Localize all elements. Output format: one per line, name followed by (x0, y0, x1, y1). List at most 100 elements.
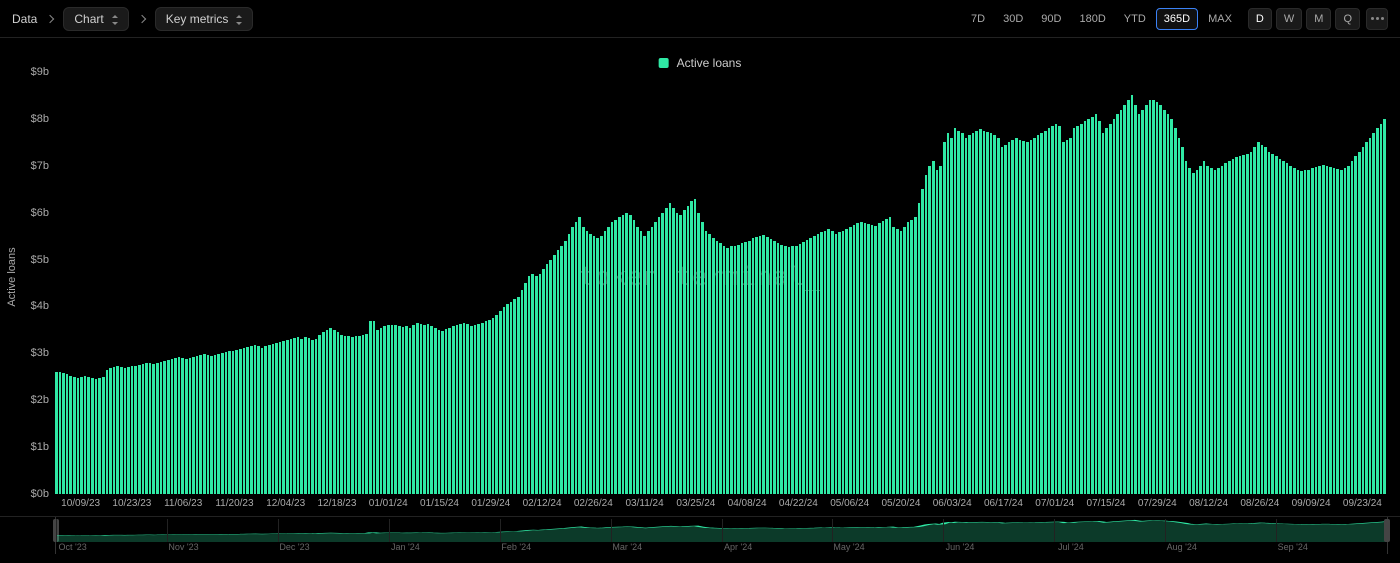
bar[interactable] (979, 129, 982, 494)
bar[interactable] (282, 341, 285, 494)
bar[interactable] (434, 328, 437, 494)
bar[interactable] (488, 320, 491, 494)
bar[interactable] (791, 246, 794, 494)
bar[interactable] (365, 334, 368, 494)
bar[interactable] (939, 166, 942, 494)
bar[interactable] (1141, 110, 1144, 494)
bar[interactable] (1185, 161, 1188, 494)
bar[interactable] (203, 354, 206, 494)
bar[interactable] (1253, 147, 1256, 494)
bar[interactable] (1329, 167, 1332, 494)
bar[interactable] (116, 366, 119, 494)
bar[interactable] (957, 131, 960, 494)
bar[interactable] (896, 229, 899, 494)
bar[interactable] (524, 283, 527, 494)
bar[interactable] (1011, 140, 1014, 494)
legend[interactable]: Active loans (659, 56, 742, 70)
bar[interactable] (546, 264, 549, 494)
bar[interactable] (1163, 110, 1166, 494)
bar[interactable] (943, 142, 946, 494)
bar[interactable] (864, 223, 867, 494)
bar[interactable] (1282, 161, 1285, 494)
bar[interactable] (1264, 147, 1267, 494)
bar[interactable] (495, 315, 498, 494)
bar[interactable] (1062, 142, 1065, 494)
bar[interactable] (98, 378, 101, 494)
bar[interactable] (452, 326, 455, 494)
bar[interactable] (1232, 159, 1235, 494)
bar[interactable] (593, 236, 596, 494)
bar[interactable] (308, 338, 311, 494)
bar[interactable] (1095, 114, 1098, 494)
bar[interactable] (568, 234, 571, 494)
interval-btn-d[interactable]: D (1248, 8, 1272, 30)
bar[interactable] (1181, 147, 1184, 494)
bar[interactable] (910, 220, 913, 494)
bar[interactable] (1120, 110, 1123, 494)
bar[interactable] (766, 237, 769, 494)
bar[interactable] (492, 318, 495, 494)
bar[interactable] (1159, 105, 1162, 494)
bar[interactable] (604, 231, 607, 494)
range-btn-max[interactable]: MAX (1200, 8, 1240, 30)
bar[interactable] (1214, 170, 1217, 494)
bar[interactable] (741, 243, 744, 494)
bar[interactable] (1051, 126, 1054, 494)
bar[interactable] (557, 250, 560, 494)
bar[interactable] (1138, 114, 1141, 494)
bar[interactable] (485, 321, 488, 494)
bar[interactable] (470, 326, 473, 494)
bar[interactable] (820, 232, 823, 494)
interval-btn-w[interactable]: W (1276, 8, 1302, 30)
bar[interactable] (1210, 168, 1213, 494)
bar[interactable] (322, 332, 325, 494)
bar[interactable] (87, 377, 90, 494)
bar[interactable] (716, 241, 719, 494)
bar[interactable] (311, 340, 314, 494)
bar[interactable] (1123, 105, 1126, 494)
bar[interactable] (889, 217, 892, 494)
bar[interactable] (1105, 128, 1108, 494)
bar[interactable] (845, 229, 848, 494)
bar[interactable] (799, 244, 802, 494)
bar[interactable] (1098, 121, 1101, 494)
bar[interactable] (445, 329, 448, 494)
bar[interactable] (780, 245, 783, 494)
bar[interactable] (1261, 145, 1264, 494)
bar[interactable] (564, 241, 567, 494)
bar[interactable] (788, 247, 791, 494)
bar[interactable] (1372, 133, 1375, 494)
bar[interactable] (138, 365, 141, 494)
bar[interactable] (1257, 142, 1260, 494)
bar[interactable] (326, 330, 329, 494)
bar[interactable] (723, 246, 726, 495)
bar[interactable] (430, 326, 433, 494)
bar[interactable] (217, 354, 220, 494)
bar[interactable] (69, 376, 72, 494)
bar[interactable] (860, 222, 863, 494)
bar[interactable] (1275, 156, 1278, 494)
bar[interactable] (1055, 124, 1058, 494)
bar[interactable] (463, 323, 466, 494)
bar[interactable] (651, 227, 654, 494)
bar[interactable] (1192, 173, 1195, 494)
bar[interactable] (347, 336, 350, 494)
bar[interactable] (1030, 140, 1033, 494)
bar[interactable] (355, 336, 358, 494)
bar[interactable] (737, 245, 740, 494)
bar[interactable] (1315, 167, 1318, 494)
bar[interactable] (1069, 138, 1072, 494)
bar[interactable] (506, 304, 509, 494)
bar[interactable] (708, 234, 711, 494)
bar[interactable] (1235, 157, 1238, 494)
range-btn-180d[interactable]: 180D (1071, 8, 1113, 30)
bar[interactable] (416, 323, 419, 494)
bar[interactable] (809, 238, 812, 494)
bar[interactable] (622, 215, 625, 494)
bar[interactable] (1116, 114, 1119, 494)
bar[interactable] (687, 206, 690, 494)
bar[interactable] (456, 325, 459, 494)
bar[interactable] (835, 234, 838, 494)
bar[interactable] (1206, 166, 1209, 494)
bar[interactable] (362, 335, 365, 494)
